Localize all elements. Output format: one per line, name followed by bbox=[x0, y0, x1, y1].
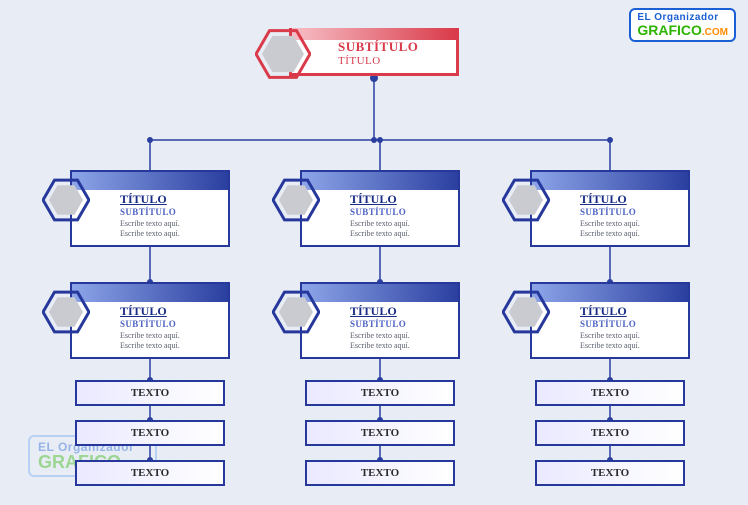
hexagon-icon bbox=[42, 176, 90, 229]
level2-node: TÍTULO SUBTÍTULO Escribe texto aquí.Escr… bbox=[70, 282, 230, 359]
node-body: Escribe texto aquí.Escribe texto aquí. bbox=[350, 219, 452, 239]
hexagon-icon bbox=[272, 288, 320, 341]
leaf-node: TEXTO bbox=[75, 380, 225, 406]
node-body: Escribe texto aquí.Escribe texto aquí. bbox=[580, 219, 682, 239]
node-title: TÍTULO bbox=[580, 304, 682, 319]
node-subtitle: SUBTÍTULO bbox=[580, 207, 682, 217]
root-subtitle: SUBTÍTULO bbox=[338, 39, 448, 55]
level2-node: TÍTULO SUBTÍTULO Escribe texto aquí.Escr… bbox=[530, 282, 690, 359]
logo-line2a: GRAFICO bbox=[637, 22, 702, 38]
node-title: TÍTULO bbox=[350, 192, 452, 207]
leaf-node: TEXTO bbox=[75, 460, 225, 486]
hexagon-icon bbox=[502, 288, 550, 341]
hexagon-icon bbox=[255, 26, 311, 87]
leaf-node: TEXTO bbox=[305, 460, 455, 486]
node-title: TÍTULO bbox=[120, 192, 222, 207]
root-node: SUBTÍTULO TÍTULO bbox=[289, 28, 459, 76]
hexagon-icon bbox=[42, 288, 90, 341]
node-subtitle: SUBTÍTULO bbox=[120, 207, 222, 217]
node-body: Escribe texto aquí.Escribe texto aquí. bbox=[350, 331, 452, 351]
node-subtitle: SUBTÍTULO bbox=[350, 319, 452, 329]
node-subtitle: SUBTÍTULO bbox=[580, 319, 682, 329]
brand-logo-top: EL Organizador GRAFICO.COM bbox=[629, 8, 736, 42]
level1-node: TÍTULO SUBTÍTULO Escribe texto aquí.Escr… bbox=[530, 170, 690, 247]
node-body: Escribe texto aquí.Escribe texto aquí. bbox=[580, 331, 682, 351]
node-body: Escribe texto aquí.Escribe texto aquí. bbox=[120, 219, 222, 239]
leaf-node: TEXTO bbox=[535, 380, 685, 406]
node-title: TÍTULO bbox=[580, 192, 682, 207]
level2-node: TÍTULO SUBTÍTULO Escribe texto aquí.Escr… bbox=[300, 282, 460, 359]
node-title: TÍTULO bbox=[120, 304, 222, 319]
node-title: TÍTULO bbox=[350, 304, 452, 319]
node-subtitle: SUBTÍTULO bbox=[120, 319, 222, 329]
node-subtitle: SUBTÍTULO bbox=[350, 207, 452, 217]
leaf-node: TEXTO bbox=[305, 420, 455, 446]
level1-node: TÍTULO SUBTÍTULO Escribe texto aquí.Escr… bbox=[300, 170, 460, 247]
node-body: Escribe texto aquí.Escribe texto aquí. bbox=[120, 331, 222, 351]
leaf-node: TEXTO bbox=[75, 420, 225, 446]
level1-node: TÍTULO SUBTÍTULO Escribe texto aquí.Escr… bbox=[70, 170, 230, 247]
logo-line2b: .COM bbox=[702, 27, 728, 38]
leaf-node: TEXTO bbox=[535, 460, 685, 486]
leaf-node: TEXTO bbox=[535, 420, 685, 446]
leaf-node: TEXTO bbox=[305, 380, 455, 406]
hexagon-icon bbox=[502, 176, 550, 229]
root-title: TÍTULO bbox=[338, 55, 448, 67]
hexagon-icon bbox=[272, 176, 320, 229]
